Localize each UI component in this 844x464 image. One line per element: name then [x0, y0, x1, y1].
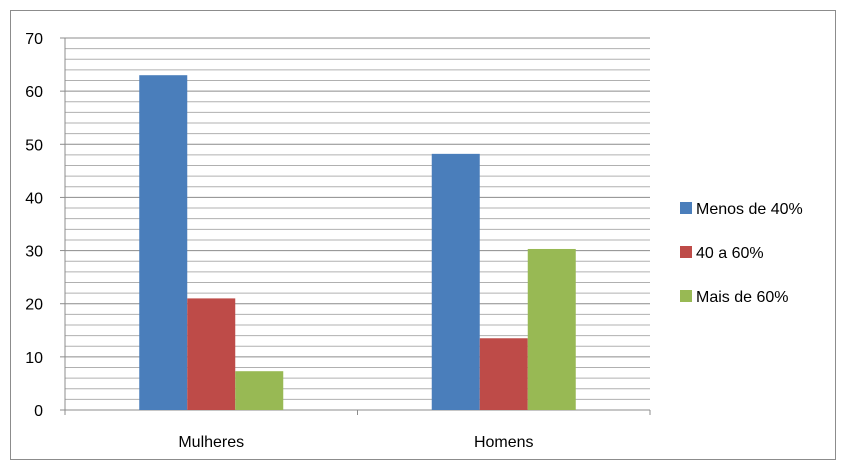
bars	[139, 75, 576, 410]
bar	[187, 298, 236, 410]
y-tick-labels: 0 10 20 30 40 50 60 70	[25, 31, 43, 420]
y-tick-label: 0	[34, 403, 43, 420]
legend-label: Mais de 60%	[696, 289, 789, 306]
x-category-label: Homens	[474, 434, 534, 451]
legend-label: Menos de 40%	[696, 201, 803, 218]
legend: Menos de 40% 40 a 60% Mais de 60%	[680, 201, 803, 306]
y-tick-label: 50	[25, 137, 43, 154]
y-tick-label: 70	[25, 31, 43, 48]
y-tick-label: 20	[25, 297, 43, 314]
legend-label: 40 a 60%	[696, 245, 764, 262]
x-category-labels: Mulheres Homens	[178, 434, 533, 451]
bar	[527, 248, 576, 410]
y-tick-label: 30	[25, 244, 43, 261]
y-tick-label: 10	[25, 350, 43, 367]
legend-swatch	[680, 290, 692, 302]
bar	[479, 338, 528, 410]
legend-swatch	[680, 202, 692, 214]
x-category-label: Mulheres	[178, 434, 244, 451]
bar	[431, 153, 480, 410]
legend-swatch	[680, 246, 692, 258]
bar	[139, 75, 188, 410]
bar	[235, 371, 284, 410]
y-tick-label: 60	[25, 84, 43, 101]
y-tick-label: 40	[25, 190, 43, 207]
